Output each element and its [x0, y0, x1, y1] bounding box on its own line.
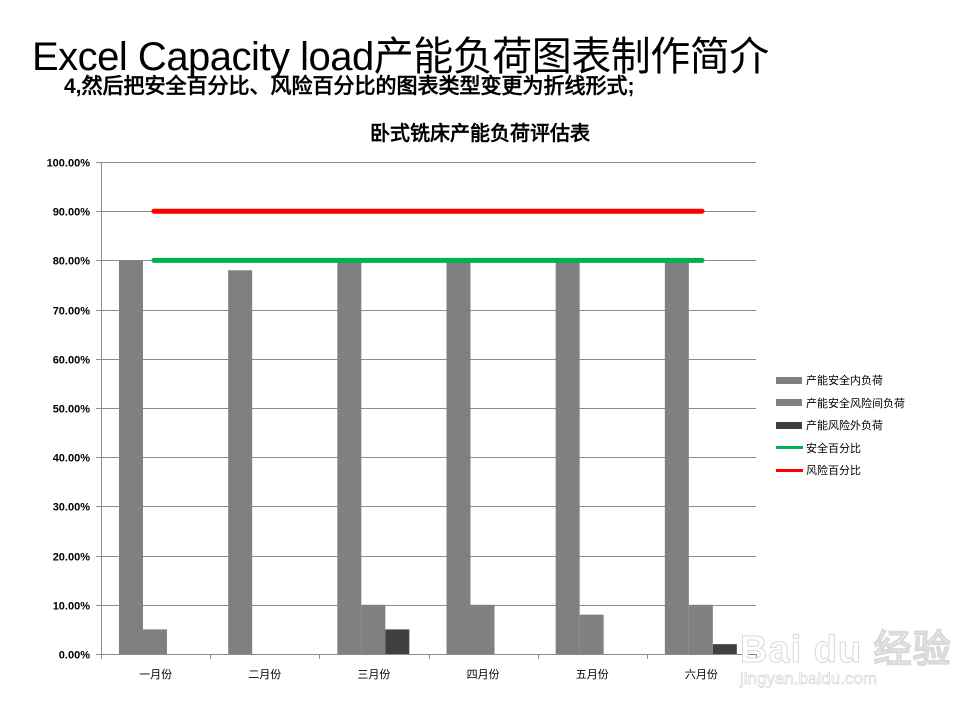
y-tick-label: 20.00% — [53, 552, 91, 564]
chart-legend: 产能安全内负荷产能安全风险间负荷 产能风险外负荷 安全百分比风险百分比 — [776, 369, 905, 482]
bar — [664, 260, 689, 654]
bar — [688, 604, 713, 654]
legend-item: 风险百分比 — [776, 459, 905, 482]
x-tick-label: 二月份 — [248, 668, 281, 681]
x-tick-label: 六月份 — [685, 668, 718, 681]
legend-bar-swatch-icon — [776, 399, 802, 407]
legend-line-swatch-icon — [776, 468, 803, 472]
watermark-logo-text: Bai du 经验 — [740, 629, 952, 672]
bar — [119, 260, 143, 654]
y-tick-label: 100.00% — [47, 158, 91, 170]
slide-subtitle: 4,然后把安全百分比、风险百分比的图表类型变更为折线形式; — [64, 75, 635, 98]
bar — [712, 644, 737, 654]
legend-label: 产能安全风险间负荷 — [806, 396, 905, 410]
bar — [337, 260, 362, 654]
bar — [228, 270, 253, 654]
y-tick-label: 10.00% — [53, 601, 91, 613]
bar — [579, 614, 604, 654]
legend-label: 安全百分比 — [806, 441, 861, 455]
baidu-watermark: Bai du 经验 jingyan.baidu.com — [740, 618, 952, 689]
y-tick-label: 70.00% — [53, 306, 91, 318]
x-tick-label: 四月份 — [467, 668, 500, 681]
x-tick-label: 一月份 — [139, 668, 172, 681]
watermark-url: jingyan.baidu.com — [740, 669, 878, 689]
slide-title: Excel Capacity load产能负荷图表制作简介 — [32, 35, 769, 79]
legend-item: 产能安全内负荷 — [776, 369, 905, 392]
legend-line-swatch-icon — [776, 446, 803, 450]
legend-item: 安全百分比 — [776, 437, 905, 460]
bar — [361, 604, 386, 654]
y-tick-label: 40.00% — [53, 453, 91, 465]
bar — [446, 260, 471, 654]
legend-bar-swatch-icon — [776, 376, 802, 384]
y-tick-label: 80.00% — [53, 256, 91, 268]
legend-item: 产能风险外负荷 — [776, 414, 905, 437]
y-tick-label: 0.00% — [59, 650, 90, 662]
legend-item: 产能安全风险间负荷 — [776, 392, 905, 415]
bar — [143, 629, 167, 654]
bar — [555, 260, 580, 654]
legend-label: 风险百分比 — [806, 464, 861, 478]
y-tick-label: 30.00% — [53, 502, 91, 514]
legend-bar-swatch-icon — [776, 421, 802, 429]
y-tick-label: 90.00% — [53, 207, 91, 219]
y-tick-label: 60.00% — [53, 355, 91, 367]
x-tick-label: 五月份 — [576, 668, 609, 681]
legend-label: 产能风险外负荷 — [806, 419, 883, 433]
bar — [385, 629, 410, 654]
x-tick-label: 三月份 — [357, 668, 390, 681]
bar — [470, 604, 495, 654]
y-tick-label: 50.00% — [53, 404, 91, 416]
legend-label: 产能安全内负荷 — [806, 374, 883, 388]
chart-title: 卧式铣床产能负荷评估表 — [370, 121, 590, 145]
